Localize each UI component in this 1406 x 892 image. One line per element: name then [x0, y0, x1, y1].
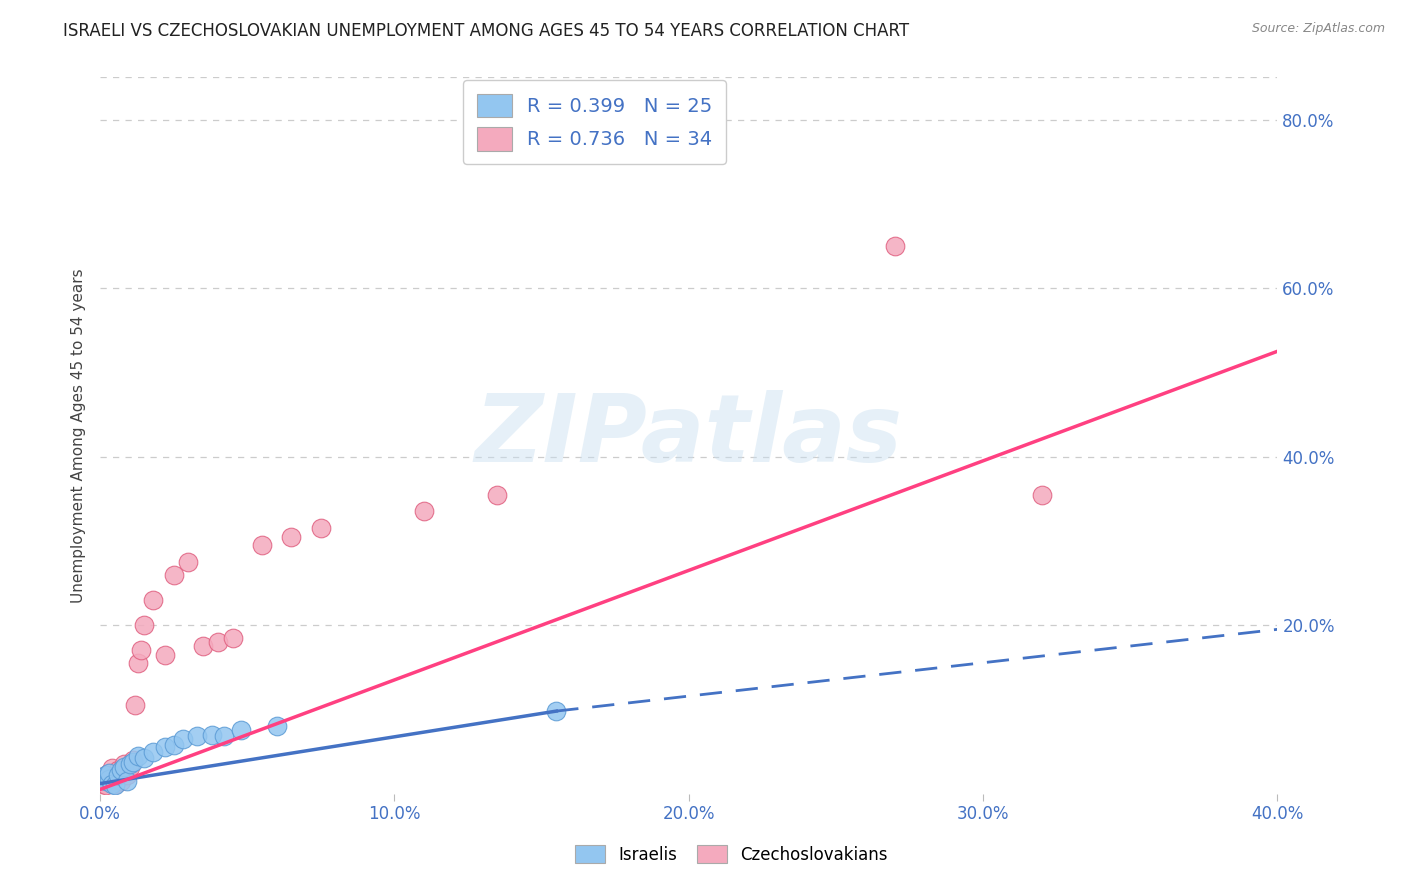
- Point: [883, 239, 905, 253]
- Point: [191, 639, 214, 653]
- Point: [124, 698, 146, 713]
- Point: [110, 763, 132, 777]
- Legend: R = 0.399   N = 25, R = 0.736   N = 34: R = 0.399 N = 25, R = 0.736 N = 34: [463, 80, 725, 164]
- Point: [118, 760, 141, 774]
- Point: [412, 504, 434, 518]
- Point: [212, 730, 235, 744]
- Legend: Israelis, Czechoslovakians: Israelis, Czechoslovakians: [568, 838, 894, 871]
- Point: [207, 635, 229, 649]
- Point: [546, 704, 568, 718]
- Point: [142, 592, 165, 607]
- Point: [115, 774, 138, 789]
- Point: [118, 757, 141, 772]
- Point: [107, 763, 129, 777]
- Y-axis label: Unemployment Among Ages 45 to 54 years: Unemployment Among Ages 45 to 54 years: [72, 268, 86, 603]
- Point: [94, 768, 117, 782]
- Point: [107, 772, 129, 786]
- Point: [127, 656, 149, 670]
- Point: [121, 755, 143, 769]
- Point: [97, 772, 120, 786]
- Point: [101, 776, 124, 790]
- Point: [231, 723, 253, 738]
- Point: [91, 770, 114, 784]
- Point: [172, 731, 194, 746]
- Point: [94, 778, 117, 792]
- Point: [1031, 487, 1053, 501]
- Point: [486, 487, 509, 501]
- Point: [153, 740, 176, 755]
- Point: [104, 778, 127, 792]
- Point: [280, 530, 302, 544]
- Point: [97, 765, 120, 780]
- Point: [101, 770, 124, 784]
- Point: [112, 760, 135, 774]
- Point: [134, 751, 156, 765]
- Point: [94, 768, 117, 782]
- Point: [163, 567, 186, 582]
- Point: [134, 618, 156, 632]
- Point: [309, 521, 332, 535]
- Point: [142, 745, 165, 759]
- Point: [221, 631, 243, 645]
- Point: [250, 538, 273, 552]
- Point: [127, 748, 149, 763]
- Point: [177, 555, 200, 569]
- Point: [110, 774, 132, 789]
- Point: [104, 776, 127, 790]
- Point: [201, 728, 224, 742]
- Text: ISRAELI VS CZECHOSLOVAKIAN UNEMPLOYMENT AMONG AGES 45 TO 54 YEARS CORRELATION CH: ISRAELI VS CZECHOSLOVAKIAN UNEMPLOYMENT …: [63, 22, 910, 40]
- Point: [91, 776, 114, 790]
- Text: ZIPatlas: ZIPatlas: [475, 390, 903, 482]
- Point: [186, 730, 208, 744]
- Point: [131, 643, 153, 657]
- Point: [121, 753, 143, 767]
- Point: [115, 768, 138, 782]
- Point: [107, 768, 129, 782]
- Text: Source: ZipAtlas.com: Source: ZipAtlas.com: [1251, 22, 1385, 36]
- Point: [112, 757, 135, 772]
- Point: [153, 648, 176, 662]
- Point: [163, 738, 186, 752]
- Point: [94, 774, 117, 789]
- Point: [101, 761, 124, 775]
- Point: [97, 774, 120, 789]
- Point: [97, 765, 120, 780]
- Point: [91, 772, 114, 786]
- Point: [266, 719, 288, 733]
